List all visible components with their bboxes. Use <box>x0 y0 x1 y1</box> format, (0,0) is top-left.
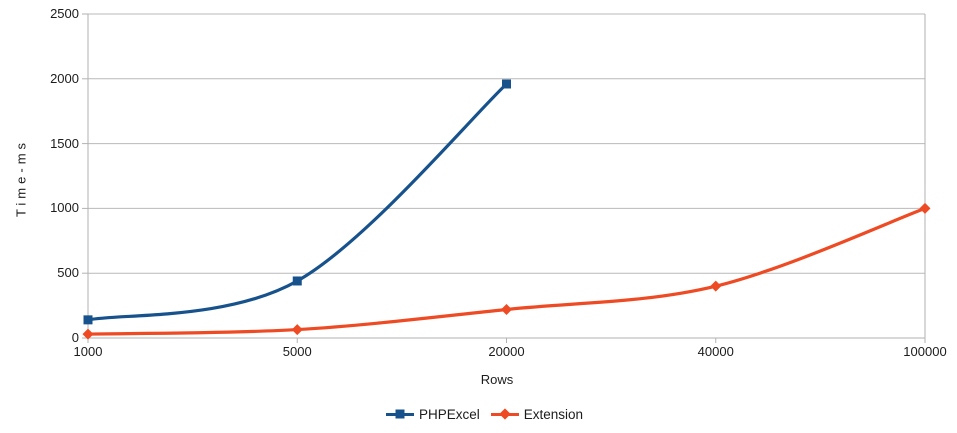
x-tick-label: 1000 <box>73 344 103 359</box>
y-tick-label: 1000 <box>50 200 79 216</box>
legend-line-sample <box>386 409 414 419</box>
square-marker-icon <box>395 409 405 419</box>
legend-item-extension: Extension <box>490 406 584 422</box>
y-tick-label: 0 <box>71 330 79 345</box>
x-tick-label: 40000 <box>697 344 734 359</box>
data-point-square-phpexcel <box>83 315 93 325</box>
y-tick-label: 2500 <box>50 6 79 21</box>
data-point-square-phpexcel <box>292 276 302 286</box>
y-tick-label: 1500 <box>50 135 79 151</box>
legend-line-sample <box>490 408 519 420</box>
x-axis-title: Rows <box>480 372 514 387</box>
data-point-diamond-extension <box>82 328 94 340</box>
y-tick-label: 500 <box>57 265 79 281</box>
legend-item-phpexcel: PHPExcel <box>386 407 480 422</box>
y-tick-label: 2000 <box>50 70 79 86</box>
diamond-marker-icon <box>499 408 511 420</box>
x-tick-label: 100000 <box>903 344 947 359</box>
series-line-phpexcel <box>86 82 509 322</box>
data-point-diamond-extension <box>710 280 722 292</box>
data-point-square-phpexcel <box>502 79 511 89</box>
series-line-extension <box>86 206 927 336</box>
x-tick-label: 20000 <box>488 344 525 359</box>
data-point-diamond-extension <box>291 324 303 336</box>
x-tick-label: 5000 <box>282 344 312 359</box>
legend-label: Extension <box>523 406 584 422</box>
data-point-diamond-extension <box>501 303 512 315</box>
data-point-diamond-extension <box>919 202 931 214</box>
legend: PHPExcel Extension <box>386 405 583 423</box>
legend-label: PHPExcel <box>419 406 480 422</box>
